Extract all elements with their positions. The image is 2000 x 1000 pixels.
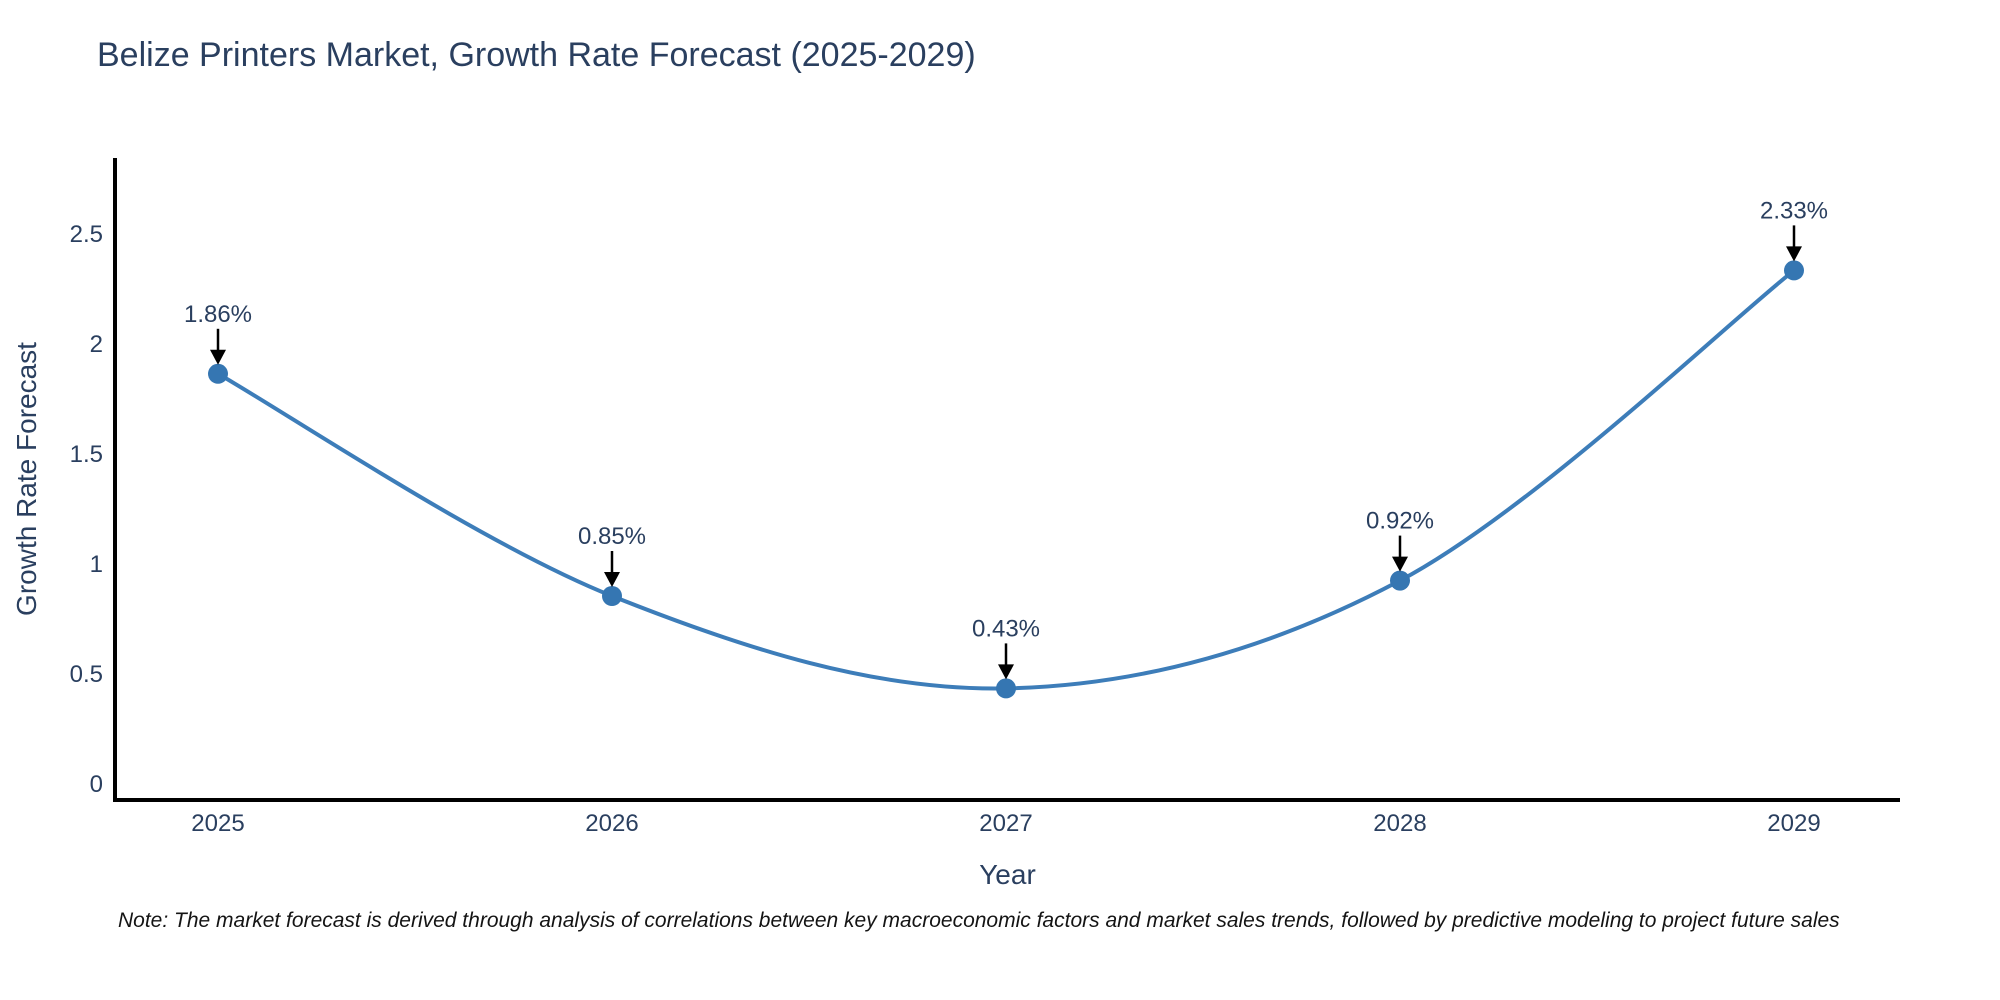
- x-tick-label: 2029: [1767, 810, 1820, 837]
- annotation-arrowhead: [210, 349, 226, 365]
- data-point-marker: [996, 678, 1016, 699]
- x-tick-label: 2027: [979, 810, 1032, 837]
- annotation-label: 2.33%: [1760, 197, 1828, 224]
- data-point-marker: [1784, 260, 1804, 281]
- data-point-marker: [602, 586, 622, 606]
- data-point-marker: [208, 363, 228, 384]
- x-tick-label: 2028: [1373, 810, 1426, 837]
- y-tick-label: 2.5: [70, 221, 103, 248]
- y-tick-label: 0: [90, 771, 103, 798]
- x-tick-label: 2026: [585, 810, 638, 837]
- annotation-arrowhead: [998, 664, 1014, 680]
- data-point-marker: [1390, 570, 1410, 591]
- annotation-label: 0.85%: [578, 523, 646, 550]
- y-tick-label: 0.5: [70, 661, 103, 688]
- annotation-label: 1.86%: [184, 301, 252, 328]
- annotation-arrowhead: [1392, 556, 1408, 572]
- y-tick-label: 2: [90, 331, 103, 358]
- chart-title: Belize Printers Market, Growth Rate Fore…: [97, 36, 976, 74]
- y-axis-title: Growth Rate Forecast: [11, 342, 42, 616]
- x-tick-label: 2025: [191, 810, 244, 837]
- annotation-label: 0.43%: [972, 615, 1040, 642]
- annotation-arrowhead: [1786, 246, 1802, 262]
- footnote: Note: The market forecast is derived thr…: [118, 909, 1840, 932]
- annotation-arrowhead: [604, 572, 620, 587]
- y-tick-label: 1: [90, 551, 103, 578]
- x-axis-title: Year: [979, 859, 1036, 890]
- y-tick-label: 1.5: [70, 441, 103, 468]
- annotation-label: 0.92%: [1366, 508, 1434, 535]
